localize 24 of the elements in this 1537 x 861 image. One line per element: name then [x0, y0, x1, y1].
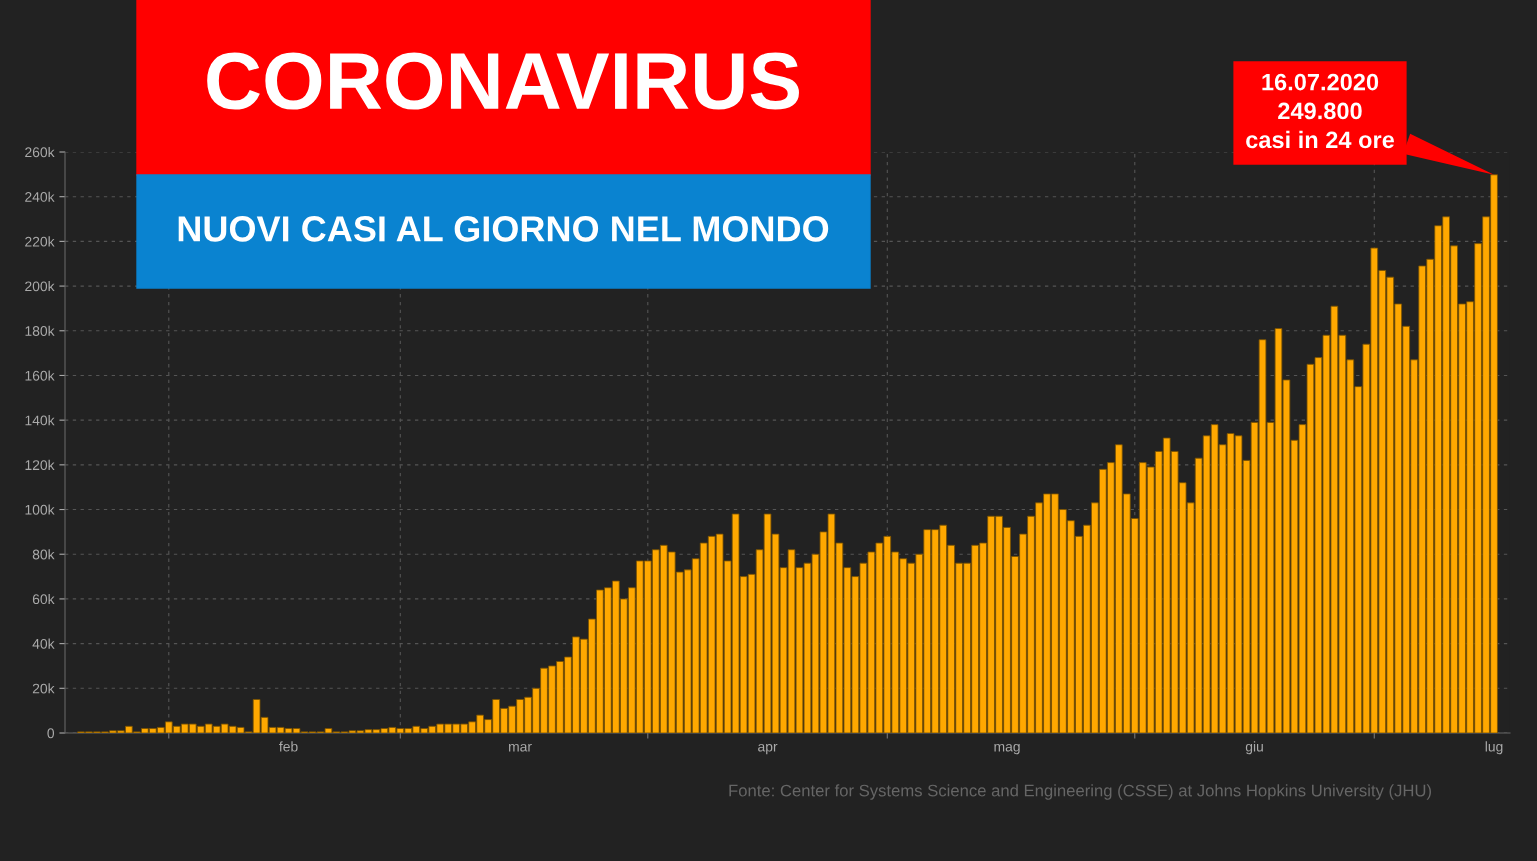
source-note: Fonte: Center for Systems Science and Engineering (CSSE) at Johns Hopkins University (JHU): [729, 784, 1431, 800]
y-tick-label: 200k: [25, 281, 55, 292]
x-tick-label: mar: [509, 743, 532, 752]
y-tick-label: 220k: [25, 236, 55, 247]
y-tick-label: 260k: [25, 146, 55, 158]
y-tick-label: 180k: [25, 325, 55, 336]
x-tick-label: feb: [279, 741, 298, 752]
chart-title: CORONAVIRUS: [207, 52, 799, 110]
text: NUOVI CASI AL GIORNO NEL MONDO: [178, 216, 829, 242]
y-tick-label: 140k: [25, 415, 55, 426]
y-tick-label: 120k: [25, 459, 55, 471]
y-tick-label: 60k: [32, 593, 55, 605]
y-tick-label: 80k: [32, 549, 55, 560]
annotation: 16.07.2020 249.800 casi in 24 ore: [1246, 73, 1395, 149]
x-tick-label: mag: [994, 743, 1020, 755]
y-tick-label: 0: [47, 728, 55, 739]
x-tick-label: giu: [1245, 741, 1263, 755]
y-tick-label: 100k: [25, 504, 55, 515]
y-tick-label: 240k: [25, 191, 55, 202]
x-tick-label: apr: [758, 743, 778, 755]
y-tick-label: 40k: [32, 638, 55, 649]
y-tick-label: 20k: [32, 683, 55, 694]
y-tick-label: 160k: [25, 370, 55, 381]
x-tick-label: lug: [1485, 741, 1503, 755]
